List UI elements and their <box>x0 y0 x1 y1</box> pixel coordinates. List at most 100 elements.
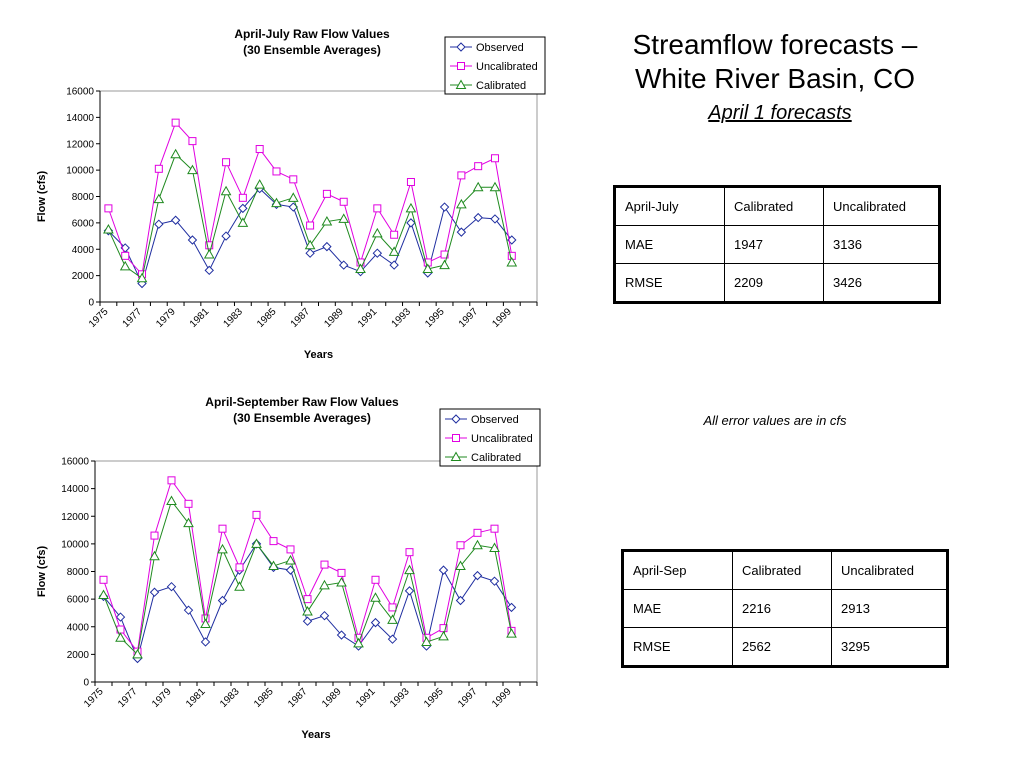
data-point <box>104 204 113 213</box>
data-point <box>200 637 211 647</box>
table-cell: RMSE <box>622 627 733 667</box>
data-point <box>321 216 333 226</box>
series-line <box>108 187 513 285</box>
data-point <box>456 227 467 237</box>
data-point <box>154 219 164 229</box>
data-point <box>373 204 382 213</box>
x-tick-label: 1987 <box>286 686 310 710</box>
x-tick-label: 1987 <box>289 306 313 330</box>
table-cell: RMSE <box>614 263 725 303</box>
y-tick-label: 16000 <box>66 87 94 98</box>
series-uncalibrated <box>104 118 516 279</box>
legend-label: Uncalibrated <box>476 61 538 73</box>
data-point <box>252 510 261 519</box>
x-tick-label: 1995 <box>422 686 446 710</box>
x-tick-label: 1981 <box>184 686 208 710</box>
data-point <box>439 202 450 212</box>
data-point <box>302 616 313 626</box>
data-point <box>439 259 450 270</box>
chart-subtitle: (30 Ensemble Averages) <box>233 411 371 425</box>
table-row: RMSE 2562 3295 <box>622 627 948 667</box>
data-point <box>303 595 312 604</box>
data-point <box>200 618 211 628</box>
y-tick-label: 12000 <box>61 512 89 523</box>
data-point <box>304 239 316 250</box>
chart-title: April-September Raw Flow Values <box>205 395 399 409</box>
data-point <box>473 528 482 537</box>
series-calibrated <box>98 495 517 659</box>
legend: Observed Uncalibrated Calibrated <box>444 36 546 95</box>
series-calibrated <box>103 148 518 283</box>
y-tick-label: 4000 <box>67 622 90 633</box>
data-point <box>289 175 298 184</box>
table-row: MAE 2216 2913 <box>622 589 948 628</box>
y-tick-label: 14000 <box>66 113 94 124</box>
chart-title: April-July Raw Flow Values <box>234 27 390 41</box>
legend-marker <box>457 62 465 70</box>
plot-area <box>94 460 538 683</box>
x-tick-label: 1977 <box>121 306 145 330</box>
data-point <box>98 589 109 599</box>
data-point <box>255 145 264 154</box>
data-point <box>319 579 330 590</box>
data-point <box>166 581 177 592</box>
data-point <box>370 592 381 602</box>
data-point <box>269 537 278 546</box>
y-tick-label: 0 <box>88 298 94 309</box>
data-point <box>336 630 347 640</box>
series-uncalibrated <box>99 476 516 656</box>
data-point <box>103 223 114 234</box>
y-tick-label: 2000 <box>72 271 95 282</box>
data-point <box>506 256 518 267</box>
data-point <box>187 164 198 175</box>
data-point <box>389 260 399 270</box>
data-point <box>217 543 228 554</box>
table-header-cell: April-July <box>614 186 725 226</box>
table-cell: 2216 <box>732 589 832 628</box>
data-point <box>115 632 126 642</box>
data-point <box>339 260 349 270</box>
data-point <box>188 137 197 146</box>
data-point <box>372 248 383 258</box>
data-point <box>371 575 380 584</box>
data-point <box>119 260 131 271</box>
x-tick-label: 1983 <box>221 306 245 330</box>
data-point <box>166 495 177 506</box>
data-point <box>338 213 350 223</box>
data-point <box>149 587 160 597</box>
x-tick-label: 1983 <box>218 686 242 710</box>
data-point <box>489 181 501 192</box>
data-point <box>183 605 194 615</box>
data-point <box>153 193 165 204</box>
data-point <box>286 545 295 554</box>
data-point <box>421 636 432 646</box>
data-point <box>218 524 227 533</box>
data-point <box>490 214 500 224</box>
data-point <box>235 563 244 572</box>
data-point <box>183 517 194 528</box>
table-header-row: April-July Calibrated Uncalibrated <box>614 186 940 226</box>
series-line <box>103 499 512 656</box>
data-point <box>254 179 266 189</box>
data-point <box>222 158 231 167</box>
x-tick-label: 1999 <box>490 686 514 710</box>
table-cell: 3295 <box>831 627 948 667</box>
y-axis-label: Flow (cfs) <box>36 171 48 223</box>
data-point <box>302 606 313 616</box>
data-point <box>132 648 143 659</box>
legend-label: Observed <box>476 42 524 54</box>
y-tick-label: 14000 <box>61 484 89 495</box>
table-header-cell: April-Sep <box>622 550 733 590</box>
data-point <box>387 614 398 624</box>
data-point <box>405 548 414 557</box>
data-point <box>456 541 465 550</box>
data-point <box>370 617 381 628</box>
data-point <box>217 595 228 606</box>
table-cell: MAE <box>622 589 733 628</box>
table-header-cell: Uncalibrated <box>831 550 948 590</box>
data-point <box>472 181 484 192</box>
data-point <box>353 637 364 648</box>
x-tick-label: 1991 <box>356 306 380 330</box>
x-tick-label: 1975 <box>87 306 111 330</box>
series-observed <box>103 183 517 289</box>
